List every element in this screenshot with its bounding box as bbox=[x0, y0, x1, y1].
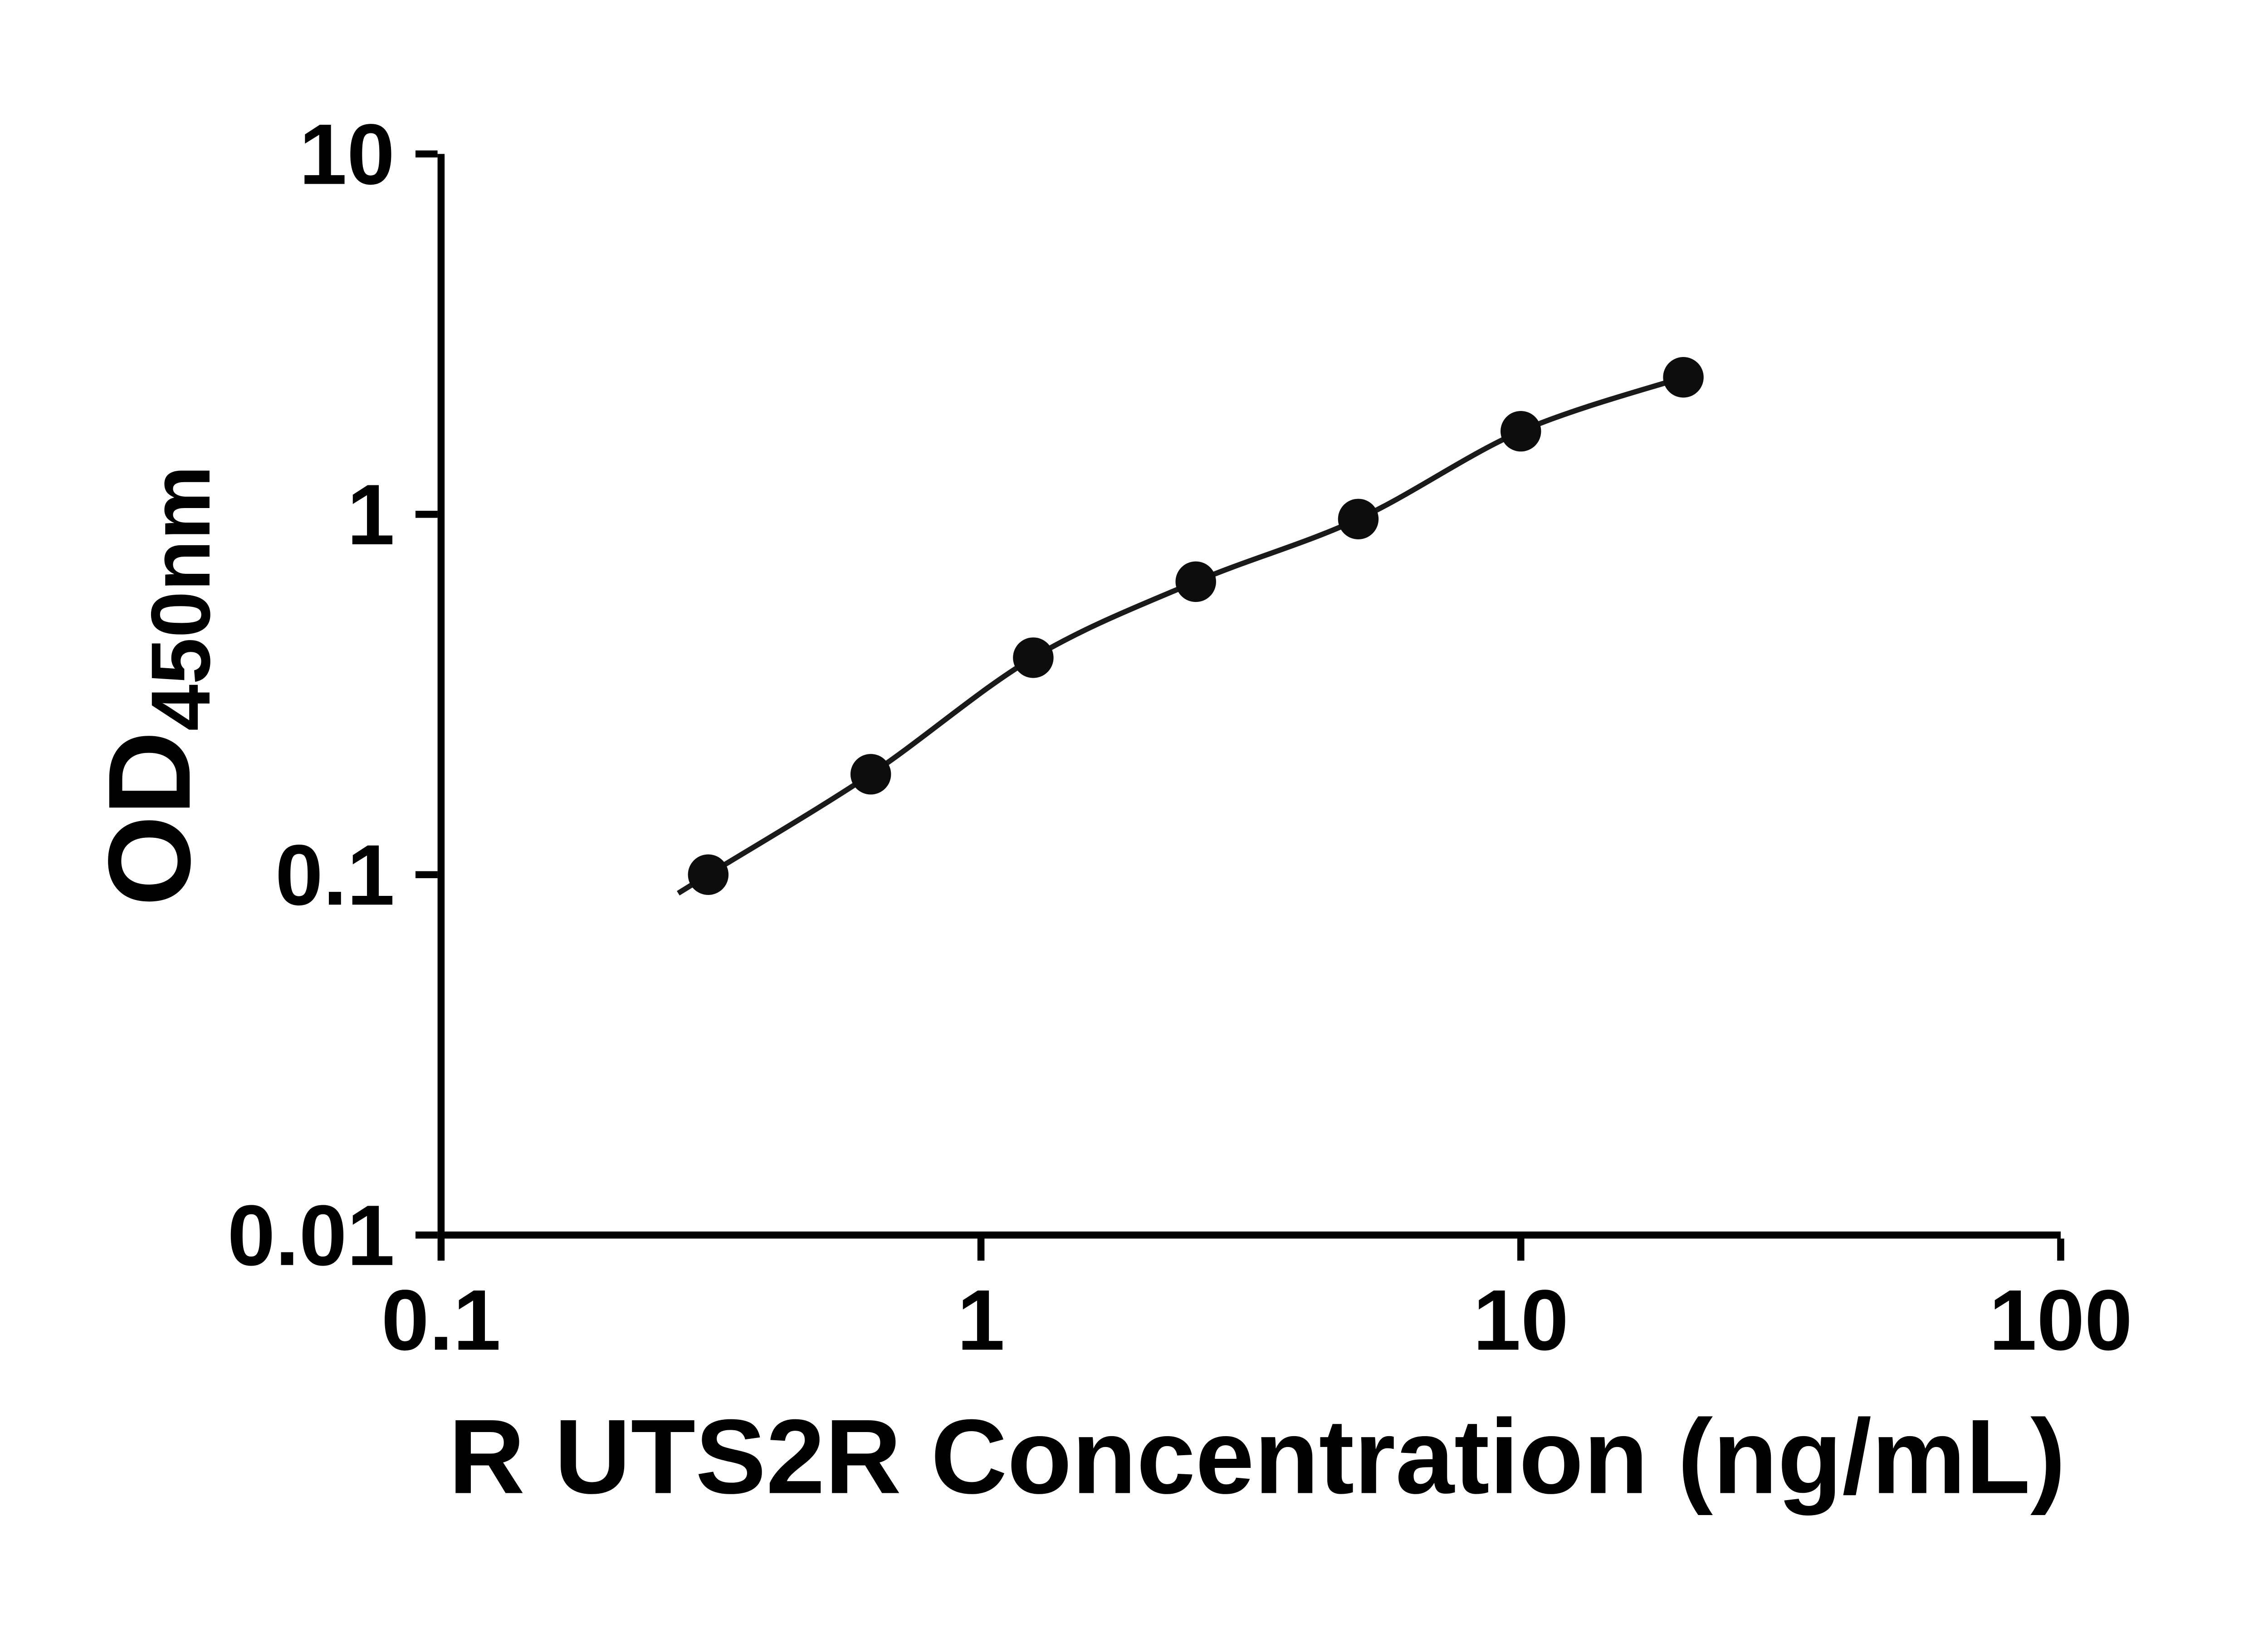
ticks-group bbox=[415, 150, 2064, 1261]
data-point bbox=[1663, 357, 1704, 398]
data-point bbox=[1013, 637, 1054, 678]
y-tick-label: 1 bbox=[347, 467, 395, 563]
axis-lines bbox=[437, 154, 2061, 1239]
y-axis-title-main: OD bbox=[84, 731, 215, 906]
y-tick-label: 10 bbox=[299, 106, 395, 202]
data-point bbox=[1501, 411, 1541, 452]
data-point bbox=[688, 854, 729, 895]
fit-curve bbox=[677, 375, 1684, 896]
x-tick-label: 1 bbox=[957, 1272, 1005, 1368]
y-tick-label: 0.01 bbox=[227, 1188, 395, 1284]
data-point bbox=[850, 754, 891, 795]
y-tick-label: 0.1 bbox=[275, 827, 395, 923]
fit-curve-group bbox=[677, 375, 1684, 896]
x-tick-label: 10 bbox=[1473, 1272, 1569, 1368]
data-point bbox=[1175, 561, 1216, 602]
x-tick-label: 100 bbox=[1989, 1272, 2132, 1368]
y-axis-title-sub: 450nm bbox=[134, 465, 228, 731]
chart-page: 0.01 0.1 1 10 0.1 1 10 100 R UTS2R Concentratio… bbox=[84, 106, 2133, 1516]
y-axis-title: OD450nm bbox=[84, 465, 228, 906]
x-axis-title: R UTS2R Concentration (ng/mL) bbox=[449, 1398, 2066, 1516]
x-tick-label: 0.1 bbox=[381, 1272, 501, 1368]
axes-group bbox=[437, 154, 2061, 1239]
chart-container: 0.01 0.1 1 10 0.1 1 10 100 R UTS2R Concentratio… bbox=[84, 106, 2132, 1516]
data-point bbox=[1338, 499, 1379, 540]
data-points-group bbox=[688, 357, 1704, 895]
